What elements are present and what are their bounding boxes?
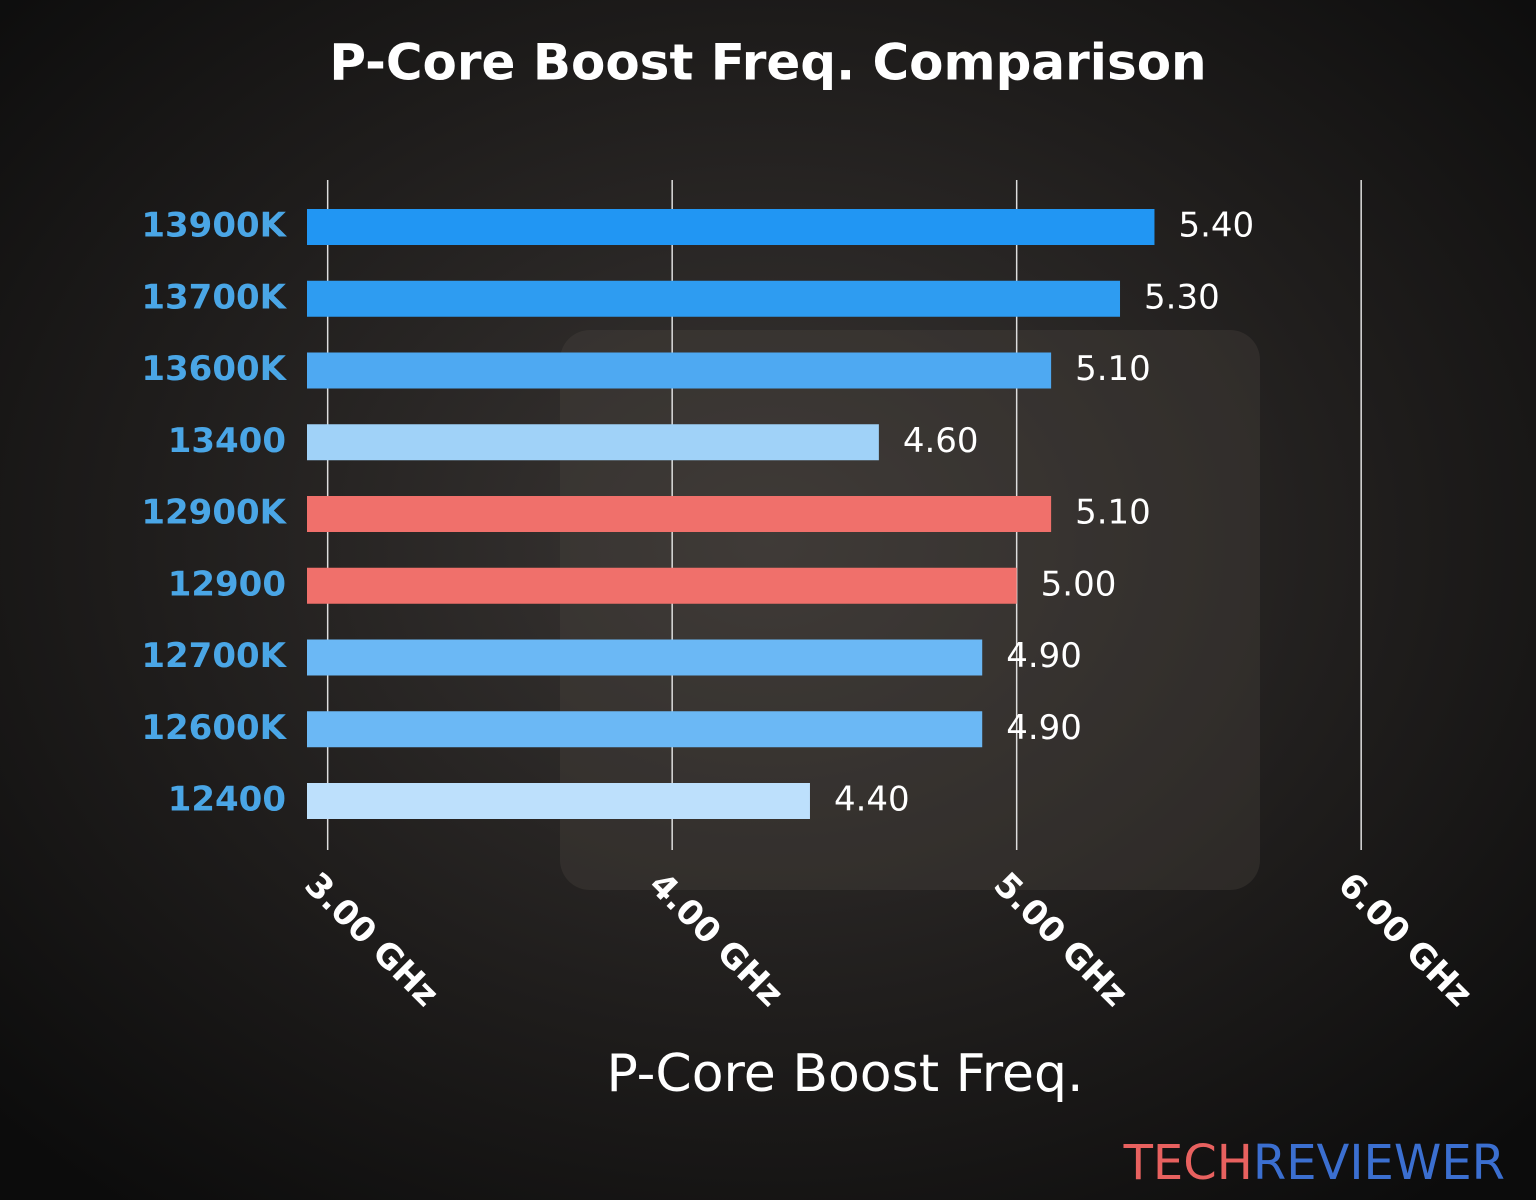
value-label: 5.10 — [1075, 493, 1151, 533]
bar — [307, 280, 1121, 317]
y-tick-label: 12900K — [141, 493, 287, 533]
y-tick-label: 12700K — [141, 636, 287, 676]
y-tick-label: 12400 — [168, 780, 286, 820]
value-label: 5.40 — [1178, 206, 1254, 246]
value-label: 5.10 — [1075, 349, 1151, 389]
bar — [307, 496, 1052, 532]
bar — [307, 567, 1017, 604]
bar — [307, 352, 1052, 389]
value-label: 4.40 — [834, 780, 910, 820]
y-tick-label: 13600K — [141, 349, 287, 389]
background-shape — [560, 330, 1260, 890]
y-tick-label: 13900K — [141, 206, 287, 246]
y-tick-label: 12900 — [168, 564, 286, 604]
logo: TECHREVIEWER — [1123, 1135, 1505, 1191]
bar — [307, 424, 879, 461]
bar — [307, 711, 983, 748]
value-label: 4.60 — [903, 421, 979, 461]
y-tick-label: 13700K — [141, 277, 287, 317]
x-axis-label: P-Core Boost Freq. — [606, 1044, 1083, 1104]
chart-title: P-Core Boost Freq. Comparison — [329, 34, 1206, 92]
value-label: 4.90 — [1006, 636, 1082, 676]
y-tick-label: 12600K — [141, 708, 287, 748]
y-tick-label: 13400 — [168, 421, 286, 461]
bar — [307, 639, 983, 676]
logo-part: REVIEWER — [1253, 1135, 1505, 1191]
value-label: 5.00 — [1041, 564, 1117, 604]
bar — [307, 209, 1155, 245]
bar — [307, 783, 810, 819]
value-label: 4.90 — [1006, 708, 1082, 748]
value-label: 5.30 — [1144, 277, 1220, 317]
logo-part: TECH — [1123, 1135, 1253, 1191]
